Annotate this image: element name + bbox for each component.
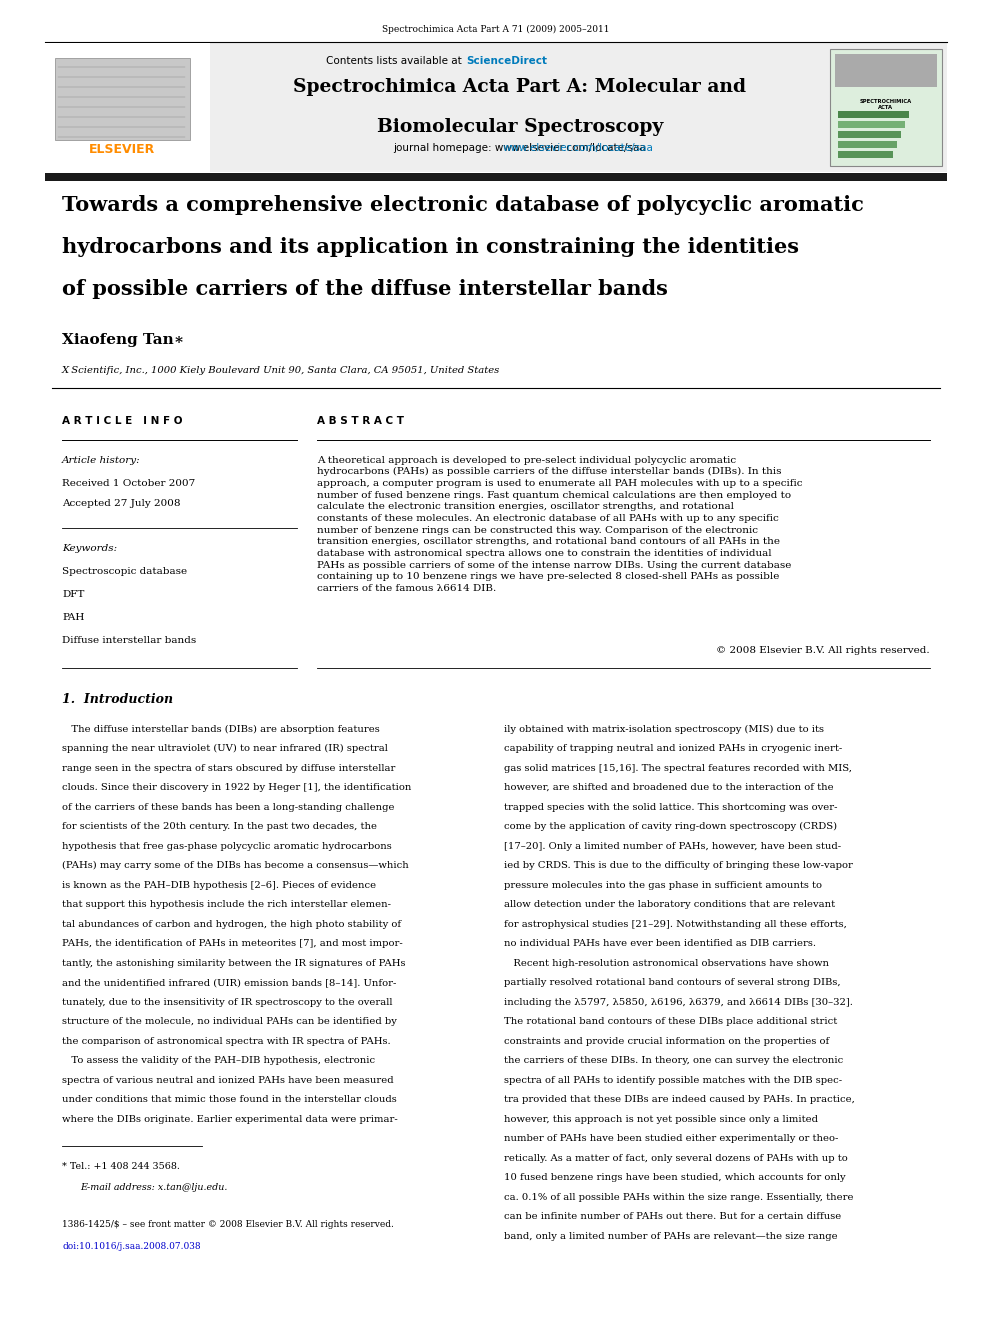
- Bar: [45, 44, 210, 172]
- Text: A theoretical approach is developed to pre-select individual polycyclic aromatic: A theoretical approach is developed to p…: [317, 455, 803, 593]
- Bar: [838, 131, 901, 138]
- Text: Contents lists available at: Contents lists available at: [326, 56, 465, 66]
- Text: Received 1 October 2007: Received 1 October 2007: [62, 479, 195, 487]
- Text: X Scientific, Inc., 1000 Kiely Boulevard Unit 90, Santa Clara, CA 95051, United : X Scientific, Inc., 1000 Kiely Boulevard…: [62, 365, 500, 374]
- Text: number of PAHs have been studied either experimentally or theo-: number of PAHs have been studied either …: [504, 1134, 838, 1143]
- Text: can be infinite number of PAHs out there. But for a certain diffuse: can be infinite number of PAHs out there…: [504, 1212, 841, 1221]
- Text: ELSEVIER: ELSEVIER: [89, 143, 155, 156]
- Bar: [838, 111, 909, 118]
- Text: ied by CRDS. This is due to the difficulty of bringing these low-vapor: ied by CRDS. This is due to the difficul…: [504, 861, 853, 871]
- Text: SPECTROCHIMICA
ACTA: SPECTROCHIMICA ACTA: [860, 99, 912, 110]
- Text: A B S T R A C T: A B S T R A C T: [317, 415, 404, 426]
- Bar: [55, 58, 190, 140]
- Text: capability of trapping neutral and ionized PAHs in cryogenic inert-: capability of trapping neutral and ioniz…: [504, 744, 842, 753]
- Text: Diffuse interstellar bands: Diffuse interstellar bands: [62, 635, 196, 644]
- Text: journal homepage: www.elsevier.com/locate/saa: journal homepage: www.elsevier.com/locat…: [394, 143, 647, 153]
- Text: where the DIBs originate. Earlier experimental data were primar-: where the DIBs originate. Earlier experi…: [62, 1114, 398, 1123]
- Text: Spectroscopic database: Spectroscopic database: [62, 566, 187, 576]
- Text: PAH: PAH: [62, 613, 84, 622]
- Text: is known as the PAH–DIB hypothesis [2–6]. Pieces of evidence: is known as the PAH–DIB hypothesis [2–6]…: [62, 881, 376, 889]
- Text: doi:10.1016/j.saa.2008.07.038: doi:10.1016/j.saa.2008.07.038: [62, 1242, 200, 1252]
- Text: (PAHs) may carry some of the DIBs has become a consensus—which: (PAHs) may carry some of the DIBs has be…: [62, 861, 409, 871]
- Text: and the unidentified infrared (UIR) emission bands [8–14]. Unfor-: and the unidentified infrared (UIR) emis…: [62, 978, 397, 987]
- Text: including the λ5797, λ5850, λ6196, λ6379, and λ6614 DIBs [30–32].: including the λ5797, λ5850, λ6196, λ6379…: [504, 998, 853, 1007]
- Bar: [45, 172, 947, 181]
- Text: the comparison of astronomical spectra with IR spectra of PAHs.: the comparison of astronomical spectra w…: [62, 1036, 391, 1045]
- Text: © 2008 Elsevier B.V. All rights reserved.: © 2008 Elsevier B.V. All rights reserved…: [716, 646, 930, 655]
- Text: Recent high-resolution astronomical observations have shown: Recent high-resolution astronomical obse…: [504, 958, 829, 967]
- Text: Article history:: Article history:: [62, 455, 141, 464]
- Text: DFT: DFT: [62, 590, 84, 598]
- Text: www.elsevier.com/locate/saa: www.elsevier.com/locate/saa: [503, 143, 654, 153]
- Bar: [838, 142, 897, 148]
- Text: retically. As a matter of fact, only several dozens of PAHs with up to: retically. As a matter of fact, only sev…: [504, 1154, 848, 1163]
- Text: come by the application of cavity ring-down spectroscopy (CRDS): come by the application of cavity ring-d…: [504, 822, 837, 831]
- Text: ScienceDirect: ScienceDirect: [466, 56, 547, 66]
- Text: however, this approach is not yet possible since only a limited: however, this approach is not yet possib…: [504, 1114, 818, 1123]
- Text: the carriers of these DIBs. In theory, one can survey the electronic: the carriers of these DIBs. In theory, o…: [504, 1056, 843, 1065]
- Text: ily obtained with matrix-isolation spectroscopy (MIS) due to its: ily obtained with matrix-isolation spect…: [504, 725, 824, 734]
- Text: E-mail address: x.tan@lju.edu.: E-mail address: x.tan@lju.edu.: [80, 1183, 227, 1192]
- Text: Accepted 27 July 2008: Accepted 27 July 2008: [62, 500, 181, 508]
- Text: * Tel.: +1 408 244 3568.: * Tel.: +1 408 244 3568.: [62, 1162, 180, 1171]
- Bar: [830, 49, 942, 165]
- Text: spanning the near ultraviolet (UV) to near infrared (IR) spectral: spanning the near ultraviolet (UV) to ne…: [62, 744, 388, 753]
- Bar: [838, 120, 905, 128]
- Text: Biomolecular Spectroscopy: Biomolecular Spectroscopy: [377, 118, 664, 136]
- Text: of possible carriers of the diffuse interstellar bands: of possible carriers of the diffuse inte…: [62, 279, 668, 299]
- Text: Spectrochimica Acta Part A: Molecular and: Spectrochimica Acta Part A: Molecular an…: [294, 78, 747, 97]
- Text: PAHs, the identification of PAHs in meteorites [7], and most impor-: PAHs, the identification of PAHs in mete…: [62, 939, 403, 949]
- Text: clouds. Since their discovery in 1922 by Heger [1], the identification: clouds. Since their discovery in 1922 by…: [62, 783, 412, 792]
- Bar: [838, 151, 893, 157]
- Text: 1386-1425/$ – see front matter © 2008 Elsevier B.V. All rights reserved.: 1386-1425/$ – see front matter © 2008 El…: [62, 1220, 394, 1229]
- Text: for astrophysical studies [21–29]. Notwithstanding all these efforts,: for astrophysical studies [21–29]. Notwi…: [504, 919, 847, 929]
- Text: Spectrochimica Acta Part A 71 (2009) 2005–2011: Spectrochimica Acta Part A 71 (2009) 200…: [382, 25, 610, 34]
- Text: range seen in the spectra of stars obscured by diffuse interstellar: range seen in the spectra of stars obscu…: [62, 763, 396, 773]
- Text: The diffuse interstellar bands (DIBs) are absorption features: The diffuse interstellar bands (DIBs) ar…: [62, 725, 380, 734]
- Text: hypothesis that free gas-phase polycyclic aromatic hydrocarbons: hypothesis that free gas-phase polycycli…: [62, 841, 392, 851]
- Text: spectra of various neutral and ionized PAHs have been measured: spectra of various neutral and ionized P…: [62, 1076, 394, 1085]
- Text: however, are shifted and broadened due to the interaction of the: however, are shifted and broadened due t…: [504, 783, 833, 792]
- Text: [17–20]. Only a limited number of PAHs, however, have been stud-: [17–20]. Only a limited number of PAHs, …: [504, 841, 841, 851]
- Text: pressure molecules into the gas phase in sufficient amounts to: pressure molecules into the gas phase in…: [504, 881, 822, 889]
- Text: tra provided that these DIBs are indeed caused by PAHs. In practice,: tra provided that these DIBs are indeed …: [504, 1095, 855, 1103]
- Text: band, only a limited number of PAHs are relevant—the size range: band, only a limited number of PAHs are …: [504, 1232, 837, 1241]
- Text: of the carriers of these bands has been a long-standing challenge: of the carriers of these bands has been …: [62, 803, 395, 811]
- Text: spectra of all PAHs to identify possible matches with the DIB spec-: spectra of all PAHs to identify possible…: [504, 1076, 842, 1085]
- Text: allow detection under the laboratory conditions that are relevant: allow detection under the laboratory con…: [504, 900, 835, 909]
- Text: tunately, due to the insensitivity of IR spectroscopy to the overall: tunately, due to the insensitivity of IR…: [62, 998, 393, 1007]
- Text: no individual PAHs have ever been identified as DIB carriers.: no individual PAHs have ever been identi…: [504, 939, 816, 949]
- Text: Xiaofeng Tan∗: Xiaofeng Tan∗: [62, 332, 185, 347]
- Text: To assess the validity of the PAH–DIB hypothesis, electronic: To assess the validity of the PAH–DIB hy…: [62, 1056, 375, 1065]
- Text: hydrocarbons and its application in constraining the identities: hydrocarbons and its application in cons…: [62, 237, 799, 257]
- Text: Towards a comprehensive electronic database of polycyclic aromatic: Towards a comprehensive electronic datab…: [62, 194, 864, 214]
- Text: constraints and provide crucial information on the properties of: constraints and provide crucial informat…: [504, 1036, 829, 1045]
- Text: under conditions that mimic those found in the interstellar clouds: under conditions that mimic those found …: [62, 1095, 397, 1103]
- Text: trapped species with the solid lattice. This shortcoming was over-: trapped species with the solid lattice. …: [504, 803, 837, 811]
- Text: 10 fused benzene rings have been studied, which accounts for only: 10 fused benzene rings have been studied…: [504, 1174, 845, 1181]
- Text: tal abundances of carbon and hydrogen, the high photo stability of: tal abundances of carbon and hydrogen, t…: [62, 919, 401, 929]
- Text: for scientists of the 20th century. In the past two decades, the: for scientists of the 20th century. In t…: [62, 822, 377, 831]
- Text: tantly, the astonishing similarity between the IR signatures of PAHs: tantly, the astonishing similarity betwe…: [62, 958, 406, 967]
- Text: structure of the molecule, no individual PAHs can be identified by: structure of the molecule, no individual…: [62, 1017, 397, 1027]
- Bar: [835, 54, 937, 87]
- Text: 1.  Introduction: 1. Introduction: [62, 692, 174, 705]
- Text: The rotational band contours of these DIBs place additional strict: The rotational band contours of these DI…: [504, 1017, 837, 1027]
- Text: that support this hypothesis include the rich interstellar elemen-: that support this hypothesis include the…: [62, 900, 391, 909]
- Bar: [45, 44, 947, 172]
- Text: Keywords:: Keywords:: [62, 544, 117, 553]
- Text: ca. 0.1% of all possible PAHs within the size range. Essentially, there: ca. 0.1% of all possible PAHs within the…: [504, 1192, 853, 1201]
- Text: A R T I C L E   I N F O: A R T I C L E I N F O: [62, 415, 183, 426]
- Text: gas solid matrices [15,16]. The spectral features recorded with MIS,: gas solid matrices [15,16]. The spectral…: [504, 763, 852, 773]
- Text: partially resolved rotational band contours of several strong DIBs,: partially resolved rotational band conto…: [504, 978, 840, 987]
